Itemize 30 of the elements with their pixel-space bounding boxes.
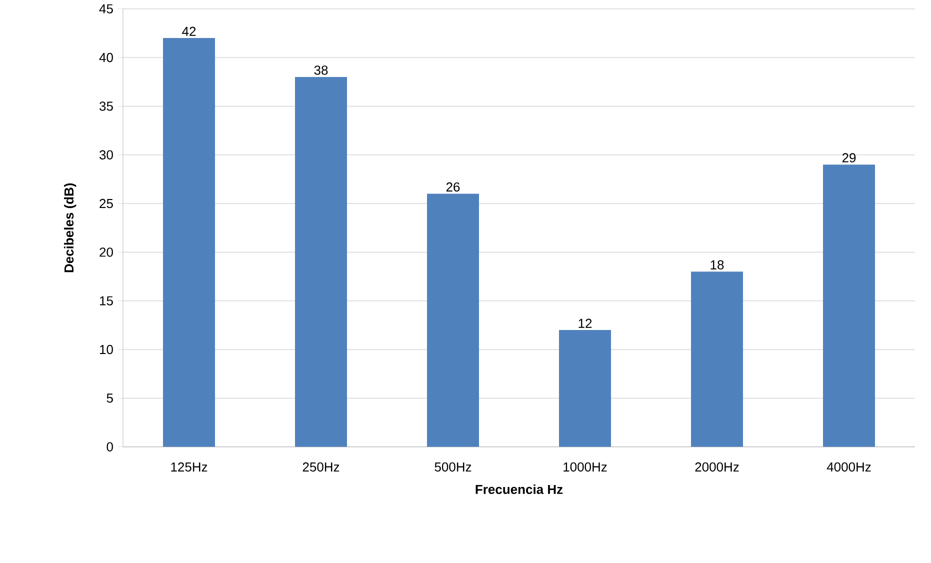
x-tick-label: 250Hz: [302, 462, 340, 472]
x-tick-label: 4000Hz: [826, 462, 871, 472]
y-tick-label: 35: [100, 102, 113, 111]
y-tick-label: 20: [100, 248, 113, 257]
y-tick-label: 10: [100, 344, 113, 354]
bar: [691, 272, 743, 447]
bar: [295, 77, 347, 447]
bar: [427, 194, 479, 447]
bar: [823, 164, 876, 447]
x-tick-label: 2000Hz: [695, 462, 739, 472]
bar: [163, 38, 215, 447]
x-axis-title: Frecuencia Hz: [476, 484, 563, 494]
y-tick-label: 40: [99, 52, 113, 62]
y-tick-label: 25: [100, 198, 113, 208]
y-tick-label: 0: [106, 442, 113, 452]
y-tick-label: 30: [100, 150, 113, 160]
x-tick-label: 125Hz: [171, 462, 208, 472]
data-label: 29: [842, 153, 856, 162]
data-label: 42: [182, 26, 196, 36]
data-label: 12: [578, 318, 592, 328]
data-label: 18: [710, 260, 724, 270]
y-tick-label: 45: [99, 4, 113, 14]
y-axis-title: Decibeles (dB): [64, 183, 76, 272]
data-label: 26: [446, 182, 460, 192]
bar: [559, 330, 611, 447]
y-tick-label: 5: [106, 394, 113, 403]
x-tick-label: 1000Hz: [564, 462, 607, 472]
y-tick-label: 15: [100, 296, 113, 306]
x-tick-label: 500Hz: [434, 462, 472, 472]
data-label: 38: [314, 66, 328, 75]
